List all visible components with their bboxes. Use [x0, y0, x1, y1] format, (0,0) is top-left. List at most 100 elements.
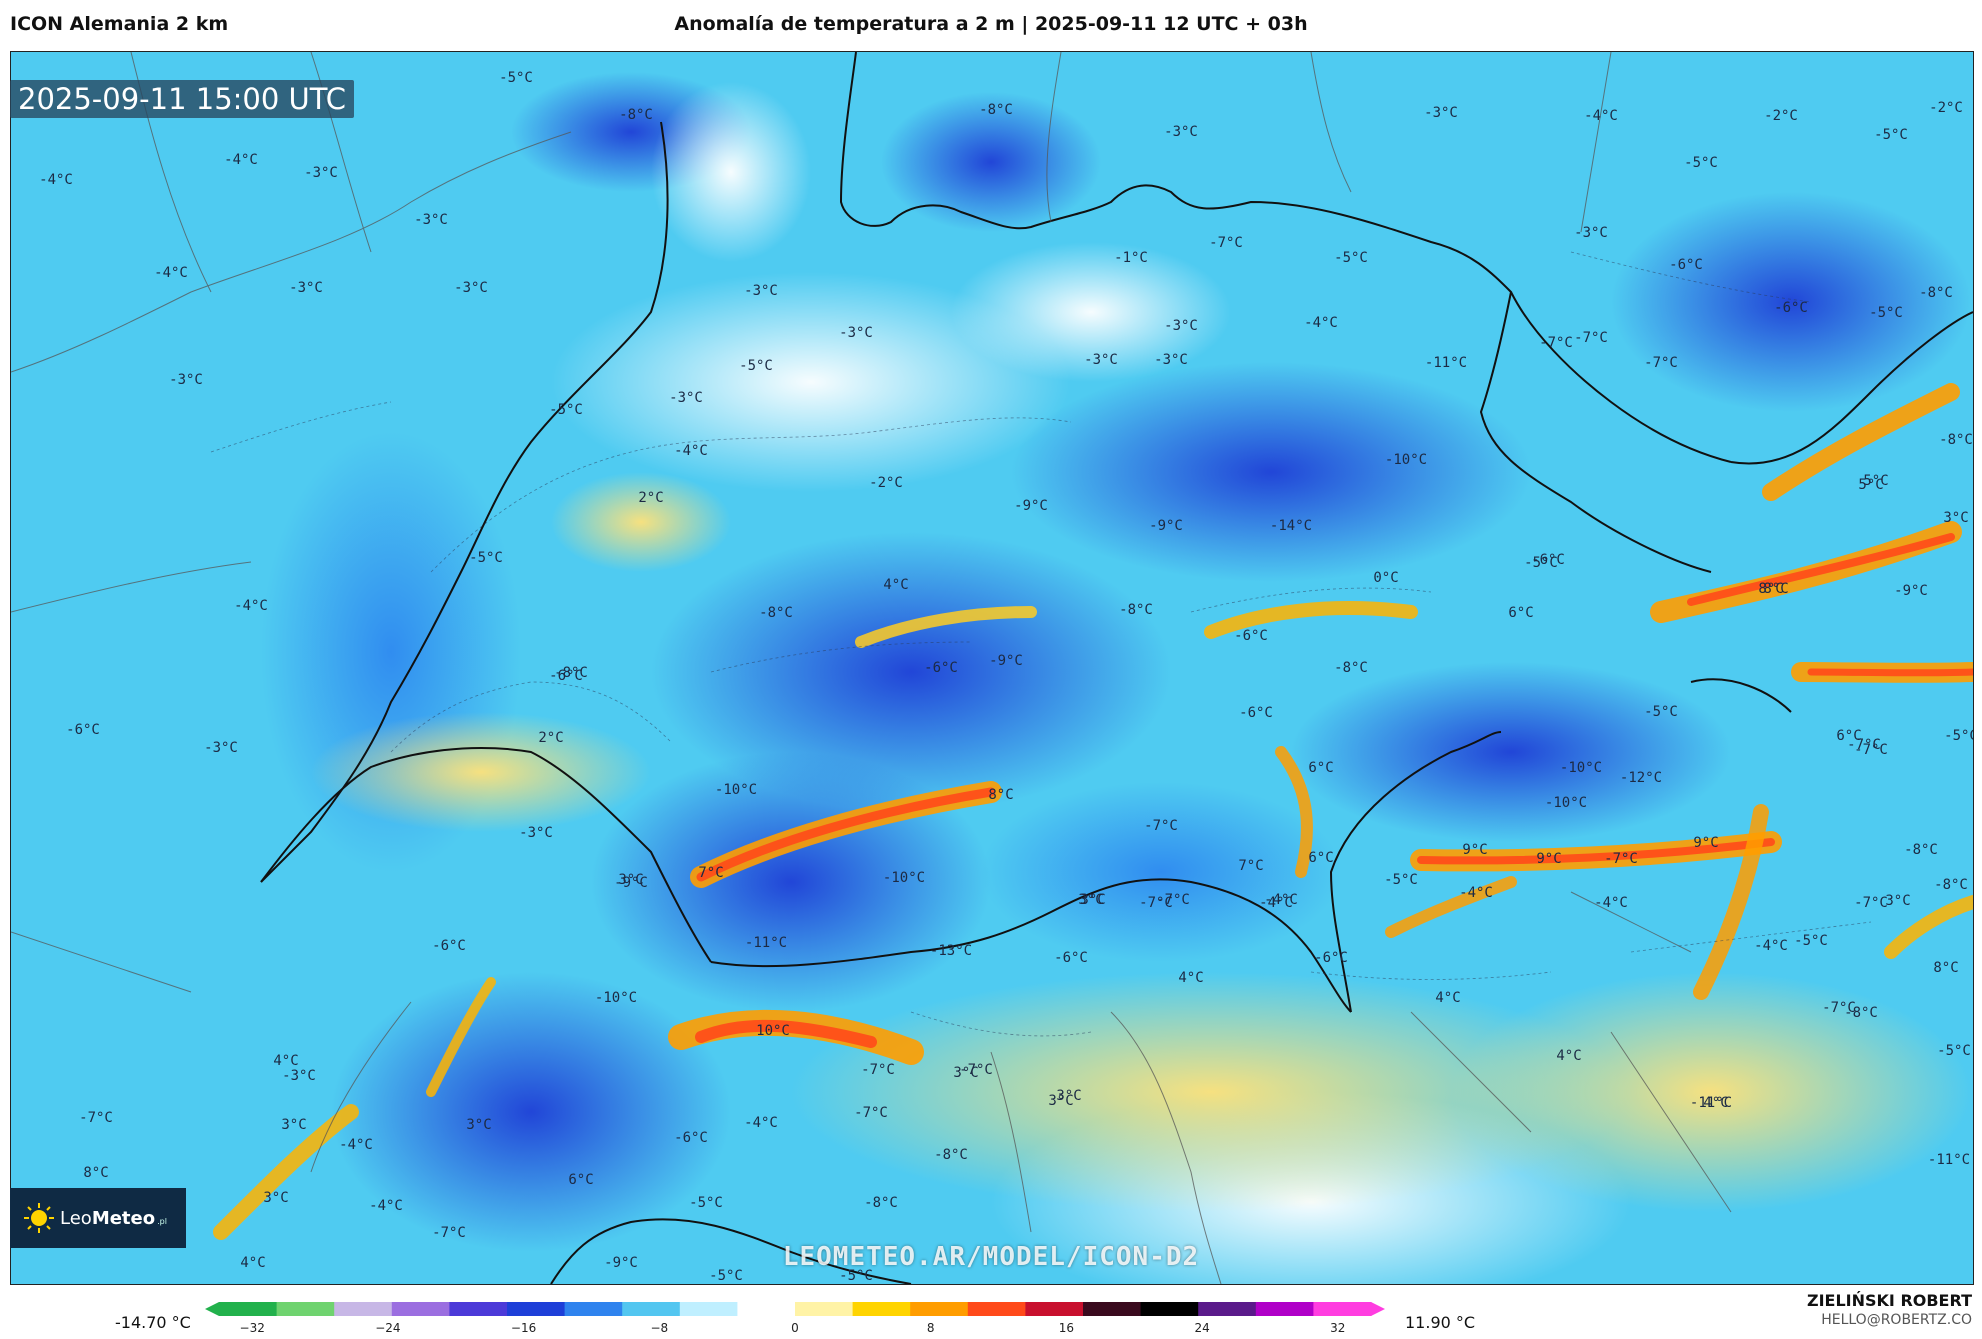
- temp-label: 9°C: [1462, 842, 1487, 858]
- valid-time-badge: 2025-09-11 15:00 UTC: [10, 80, 355, 118]
- scale-cell: [1198, 1302, 1257, 1316]
- temp-label: -4°C: [674, 443, 708, 459]
- temp-label: -1°C: [1114, 250, 1148, 266]
- temp-label: -6°C: [549, 668, 583, 684]
- temp-label: -4°C: [1584, 108, 1618, 124]
- temp-label: 3°C: [1048, 1093, 1073, 1109]
- scale-cell: [334, 1302, 393, 1316]
- temp-label: -9°C: [614, 875, 648, 891]
- temp-label: -5°C: [1937, 1043, 1971, 1059]
- temp-label: 3°C: [281, 1117, 306, 1133]
- scale-low-arrow: [205, 1302, 219, 1316]
- model-name: ICON Alemania 2 km: [10, 13, 229, 35]
- temp-label: -6°C: [1234, 628, 1268, 644]
- temp-label: -4°C: [744, 1115, 778, 1131]
- temp-label: -5°C: [499, 70, 533, 86]
- author-name: ZIELIŃSKI ROBERT: [1806, 1291, 1972, 1310]
- temp-label: -14°C: [1270, 518, 1312, 534]
- temp-label: -3°C: [204, 740, 238, 756]
- sun-icon: [24, 1203, 54, 1233]
- temp-label: -3°C: [304, 165, 338, 181]
- temp-label: 3°C: [1943, 510, 1968, 526]
- temp-label: -2°C: [1929, 100, 1963, 116]
- temp-label: -6°C: [66, 722, 100, 738]
- scale-tick: 24: [1194, 1321, 1210, 1335]
- source-watermark: LEOMETEO.AR/MODEL/ICON-D2: [782, 1242, 1200, 1272]
- author-credit: ZIELIŃSKI ROBERT HELLO@ROBERTZ.CO: [1807, 1291, 1972, 1328]
- temp-label: 8°C: [1933, 960, 1958, 976]
- temp-label: -4°C: [1264, 892, 1298, 908]
- temp-label: -8°C: [934, 1147, 968, 1163]
- temp-label: 3°C: [1080, 892, 1105, 908]
- scale-tick: 32: [1330, 1321, 1346, 1335]
- temp-label: 8°C: [988, 787, 1013, 803]
- temp-label: 9°C: [1536, 851, 1561, 867]
- temp-label: -5°C: [1944, 728, 1973, 744]
- color-scale-bar: [205, 1302, 1385, 1316]
- temp-label: -3°C: [1574, 225, 1608, 241]
- temp-label: -11°C: [1928, 1152, 1970, 1168]
- temp-label: -6°C: [1314, 950, 1348, 966]
- temp-label: -2°C: [1764, 108, 1798, 124]
- temperature-anomaly-map[interactable]: -5°C -8°C -8°C -4°C -3°C -4°C -3°C -4°C …: [10, 51, 1974, 1285]
- author-email[interactable]: HELLO@ROBERTZ.CO: [1821, 1312, 1972, 1328]
- scale-cell: [852, 1302, 911, 1316]
- temp-label: -3°C: [1084, 352, 1118, 368]
- scale-cell: [507, 1302, 566, 1316]
- temp-label: -5°C: [1384, 872, 1418, 888]
- temp-label: -11°C: [1425, 355, 1467, 371]
- temp-label: 4°C: [1435, 990, 1460, 1006]
- valley-warm-bands: [213, 383, 1973, 1240]
- temp-label: -3°C: [454, 280, 488, 296]
- temp-label: -7°C: [1854, 895, 1888, 911]
- temp-label: -7°C: [1574, 330, 1608, 346]
- temp-label: -9°C: [1014, 498, 1048, 514]
- scale-high-arrow: [1371, 1302, 1385, 1316]
- temp-label: -4°C: [234, 598, 268, 614]
- temp-label: -5°C: [1524, 555, 1558, 571]
- temp-label: -3°C: [289, 280, 323, 296]
- temp-label: -7°C: [1156, 892, 1190, 908]
- temp-label: -5°C: [1874, 127, 1908, 143]
- temp-label: -11°C: [745, 935, 787, 951]
- temp-label: -5°C: [549, 402, 583, 418]
- scale-tick: −24: [375, 1321, 401, 1335]
- temp-label: 0°C: [1373, 570, 1398, 586]
- temp-label: -5°C: [1869, 305, 1903, 321]
- temp-label: -3°C: [282, 1068, 316, 1084]
- temp-label: -6°C: [432, 938, 466, 954]
- temp-label: -4°C: [39, 172, 73, 188]
- temp-label: 4°C: [273, 1053, 298, 1069]
- temp-label: 3°C: [953, 1065, 978, 1081]
- temp-label: -10°C: [1560, 760, 1602, 776]
- temp-label: -5°C: [839, 1268, 873, 1284]
- temp-label: -8°C: [1334, 660, 1368, 676]
- scale-cell: [1255, 1302, 1314, 1316]
- temp-label: 6°C: [1836, 728, 1861, 744]
- temp-label: -9°C: [1894, 583, 1928, 599]
- temp-label: -2°C: [869, 475, 903, 491]
- temp-label: -7°C: [1539, 335, 1573, 351]
- temp-label: -3°C: [1164, 318, 1198, 334]
- temp-label: 8°C: [83, 1165, 108, 1181]
- temp-label: -7°C: [1847, 737, 1881, 753]
- temp-label: 10°C: [756, 1023, 790, 1039]
- scale-cell: [1313, 1302, 1372, 1316]
- scale-cell: [391, 1302, 450, 1316]
- temp-label: -3°C: [1164, 124, 1198, 140]
- temp-label: -8°C: [1934, 877, 1968, 893]
- temp-label: -3°C: [519, 825, 553, 841]
- logo-wordmark: LeoMeteo .pl: [60, 1207, 167, 1229]
- scale-cell: [1140, 1302, 1199, 1316]
- temp-label: 6°C: [1308, 850, 1333, 866]
- temp-label: 3°C: [618, 872, 643, 888]
- temp-label: -3°C: [744, 283, 778, 299]
- leometeo-logo[interactable]: LeoMeteo .pl: [10, 1188, 186, 1248]
- temp-label: -4°C: [154, 265, 188, 281]
- temp-label: -4°C: [1259, 895, 1293, 911]
- temp-label: -5°C: [1684, 155, 1718, 171]
- temp-label: -3°C: [1424, 105, 1458, 121]
- temp-label: -3°C: [414, 212, 448, 228]
- temp-label: 2°C: [638, 490, 663, 506]
- temperature-labels: -5°C -8°C -8°C -4°C -3°C -4°C -3°C -4°C …: [39, 70, 1973, 1284]
